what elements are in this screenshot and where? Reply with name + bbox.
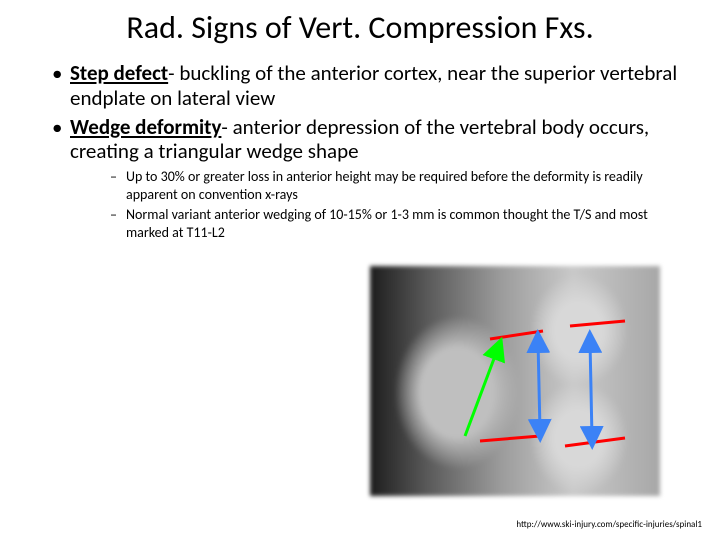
blue-arrow-left — [538, 341, 540, 431]
main-bullet-list: Step defect- buckling of the anterior co… — [30, 61, 690, 241]
slide: Rad. Signs of Vert. Compression Fxs. Ste… — [0, 0, 720, 540]
sub-bullet-list: Up to 30% or greater loss in anterior he… — [70, 168, 690, 241]
red-line-bottom-right — [565, 438, 625, 446]
bullet-wedge-deformity: Wedge deformity- anterior depression of … — [52, 115, 690, 242]
sub-bullet-1: Up to 30% or greater loss in anterior he… — [110, 168, 690, 203]
slide-title: Rad. Signs of Vert. Compression Fxs. — [30, 0, 690, 61]
blue-arrow-right — [590, 341, 592, 438]
source-citation: http://www.ski-injury.com/specific-injur… — [516, 519, 702, 530]
term-wedge-deformity: Wedge deformity — [70, 114, 221, 140]
green-arrow — [465, 348, 498, 436]
term-step-defect: Step defect — [70, 60, 168, 86]
bullet-step-defect: Step defect- buckling of the anterior co… — [52, 61, 690, 111]
red-line-bottom-left — [480, 436, 540, 441]
red-line-top-left — [490, 331, 543, 339]
xray-figure — [370, 266, 660, 496]
sub-bullet-2: Normal variant anterior wedging of 10-15… — [110, 206, 690, 241]
annotation-overlay — [370, 266, 660, 496]
red-line-top-right — [570, 321, 625, 326]
